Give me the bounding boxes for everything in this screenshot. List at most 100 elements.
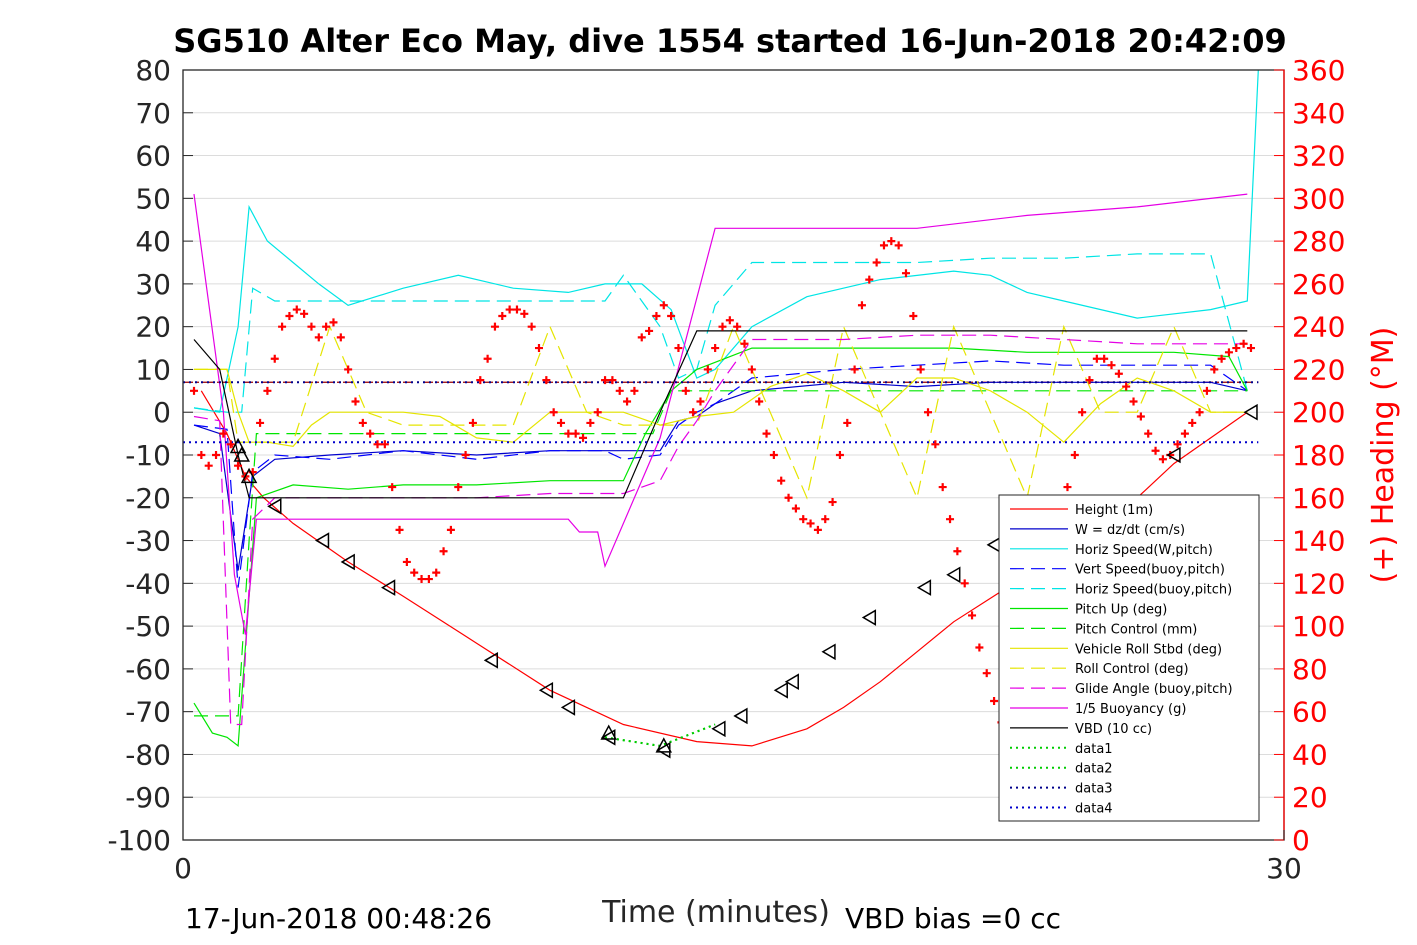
heading-point bbox=[432, 568, 441, 577]
heading-point bbox=[557, 418, 566, 427]
legend-label: data2 bbox=[1075, 762, 1113, 777]
heading-point bbox=[1224, 348, 1233, 357]
heading-point bbox=[454, 483, 463, 492]
triangle-marker bbox=[314, 532, 330, 549]
right-y-axis: 3603403203002802602402202001801601401201… bbox=[1274, 54, 1345, 857]
heading-point bbox=[307, 322, 316, 331]
legend-label: Height (1m) bbox=[1075, 503, 1153, 518]
heading-point bbox=[1210, 365, 1219, 374]
heading-point bbox=[1078, 408, 1087, 417]
right-y-axis-label: (+) Heading (°M) bbox=[1366, 327, 1401, 584]
heading-point bbox=[1122, 382, 1131, 391]
right-tick-label: 340 bbox=[1292, 97, 1345, 130]
series-line bbox=[193, 334, 1248, 726]
heading-point bbox=[373, 440, 382, 449]
heading-point bbox=[270, 354, 279, 363]
series-line bbox=[604, 723, 716, 747]
heading-point bbox=[468, 418, 477, 427]
heading-point bbox=[564, 429, 573, 438]
triangle-marker-up bbox=[655, 737, 673, 753]
heading-point bbox=[483, 354, 492, 363]
heading-point bbox=[747, 365, 756, 374]
triangle-marker bbox=[784, 673, 799, 691]
legend-label: data3 bbox=[1075, 782, 1113, 797]
heading-point bbox=[1246, 344, 1255, 353]
heading-point bbox=[755, 397, 764, 406]
heading-point bbox=[909, 311, 918, 320]
y-tick-label: 70 bbox=[135, 97, 171, 130]
heading-point bbox=[740, 339, 749, 348]
heading-point bbox=[887, 237, 896, 246]
legend-label: 1/5 Buoyancy (g) bbox=[1075, 702, 1186, 717]
heading-point bbox=[645, 326, 654, 335]
legend-label: Pitch Control (mm) bbox=[1075, 622, 1197, 637]
triangle-marker bbox=[267, 498, 282, 515]
heading-point bbox=[924, 408, 933, 417]
heading-point bbox=[850, 365, 859, 374]
footer-timestamp: 17-Jun-2018 00:48:26 bbox=[185, 902, 492, 935]
heading-point bbox=[608, 376, 617, 385]
heading-point bbox=[879, 241, 888, 250]
left-y-axis: 80 70 60 50 40 30 20 10 0 -10 -20 -30 -40 -50 -60 -70 -8… bbox=[107, 54, 193, 857]
heading-point bbox=[226, 440, 235, 449]
heading-point bbox=[410, 568, 419, 577]
triangle-marker bbox=[733, 707, 748, 725]
right-tick-label: 180 bbox=[1292, 439, 1345, 472]
heading-point bbox=[292, 305, 301, 314]
y-tick-label: 20 bbox=[135, 311, 171, 344]
triangle-marker bbox=[773, 681, 788, 699]
triangle-marker bbox=[340, 553, 355, 571]
heading-point bbox=[953, 547, 962, 556]
y-tick-label: -30 bbox=[125, 525, 171, 558]
y-tick-label: 30 bbox=[135, 268, 171, 301]
x-axis: 0 30 bbox=[174, 830, 1302, 885]
series-line bbox=[193, 69, 1259, 413]
heading-point bbox=[542, 376, 551, 385]
heading-point bbox=[615, 386, 624, 395]
legend-label: Pitch Up (deg) bbox=[1075, 603, 1167, 618]
triangle-marker bbox=[1243, 403, 1258, 421]
heading-point bbox=[762, 429, 771, 438]
heading-point bbox=[975, 643, 984, 652]
y-tick-label: -50 bbox=[125, 610, 171, 643]
heading-point bbox=[1070, 451, 1079, 459]
right-tick-label: 40 bbox=[1292, 738, 1328, 771]
heading-point bbox=[711, 344, 720, 353]
heading-point bbox=[380, 440, 389, 449]
heading-point bbox=[659, 301, 668, 310]
heading-point bbox=[424, 575, 433, 584]
heading-point bbox=[806, 519, 815, 528]
heading-point bbox=[549, 408, 558, 417]
heading-point bbox=[314, 333, 323, 342]
heading-point bbox=[689, 408, 698, 417]
heading-point bbox=[571, 429, 580, 438]
heading-point bbox=[278, 322, 287, 331]
heading-point bbox=[263, 386, 272, 395]
heading-point bbox=[1129, 397, 1138, 406]
heading-point bbox=[1188, 418, 1197, 427]
heading-point bbox=[586, 418, 595, 427]
heading-point bbox=[990, 696, 999, 705]
heading-point bbox=[835, 451, 844, 459]
heading-point bbox=[601, 376, 610, 385]
y-tick-label: 0 bbox=[153, 396, 171, 429]
y-tick-label: -60 bbox=[125, 653, 171, 686]
heading-point bbox=[938, 483, 947, 492]
heading-point bbox=[527, 322, 536, 331]
triangle-marker-up bbox=[229, 437, 247, 454]
triangle-marker bbox=[1166, 446, 1181, 464]
legend-label: W = dz/dt (cm/s) bbox=[1075, 523, 1185, 538]
footer-vbd-bias: VBD bias =0 cc bbox=[845, 902, 1061, 935]
right-tick-label: 260 bbox=[1292, 268, 1345, 301]
heading-point bbox=[1114, 369, 1123, 378]
heading-point bbox=[916, 365, 925, 374]
legend-label: data1 bbox=[1075, 742, 1113, 757]
heading-point bbox=[1136, 412, 1145, 421]
heading-point bbox=[476, 376, 485, 385]
heading-point bbox=[681, 386, 690, 395]
heading-point bbox=[212, 451, 221, 459]
right-tick-label: 60 bbox=[1292, 696, 1328, 729]
y-tick-label: -90 bbox=[125, 781, 171, 814]
heading-point bbox=[623, 397, 632, 406]
